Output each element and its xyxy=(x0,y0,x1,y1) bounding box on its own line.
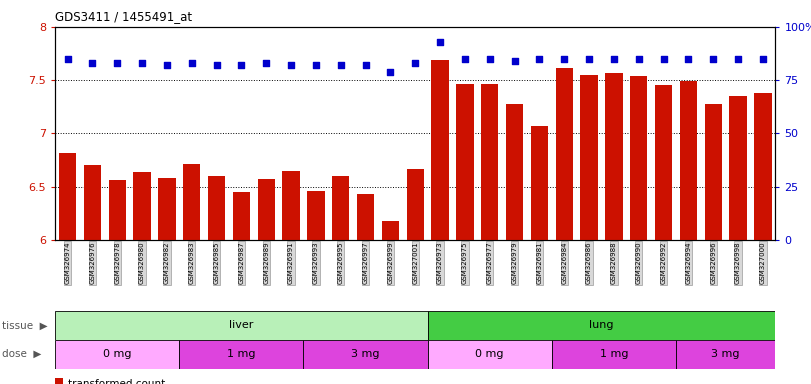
Point xyxy=(260,60,272,66)
Point xyxy=(582,56,595,62)
Bar xyxy=(551,340,676,369)
Bar xyxy=(427,311,775,340)
Point xyxy=(682,56,695,62)
Point xyxy=(359,62,372,68)
Point xyxy=(657,56,670,62)
Bar xyxy=(605,73,623,384)
Bar xyxy=(556,68,573,384)
Bar xyxy=(630,76,647,384)
Point xyxy=(607,56,620,62)
Bar xyxy=(303,340,427,369)
Text: tissue  ▶: tissue ▶ xyxy=(2,320,47,331)
Text: transformed count: transformed count xyxy=(68,379,165,384)
Bar xyxy=(133,172,151,384)
Point xyxy=(310,62,323,68)
Point xyxy=(409,60,422,66)
Bar xyxy=(676,340,775,369)
Bar xyxy=(55,378,63,384)
Text: 1 mg: 1 mg xyxy=(227,349,255,359)
Text: lung: lung xyxy=(590,320,614,331)
Point xyxy=(185,60,198,66)
Bar xyxy=(179,340,303,369)
Bar xyxy=(84,166,101,384)
Text: GDS3411 / 1455491_at: GDS3411 / 1455491_at xyxy=(55,10,192,23)
Point xyxy=(334,62,347,68)
Bar xyxy=(357,194,374,384)
Bar xyxy=(530,126,548,384)
Bar xyxy=(282,171,300,384)
Point xyxy=(235,62,248,68)
Text: dose  ▶: dose ▶ xyxy=(2,349,41,359)
Point xyxy=(384,69,397,75)
Point xyxy=(86,60,99,66)
Point xyxy=(111,60,124,66)
Bar xyxy=(109,180,126,384)
Point xyxy=(458,56,471,62)
Bar xyxy=(581,75,598,384)
Bar xyxy=(55,340,179,369)
Point xyxy=(558,56,571,62)
Bar xyxy=(332,176,350,384)
Bar xyxy=(427,340,551,369)
Point xyxy=(285,62,298,68)
Bar xyxy=(680,81,697,384)
Bar xyxy=(382,221,399,384)
Point xyxy=(210,62,223,68)
Bar xyxy=(233,192,250,384)
Bar xyxy=(55,311,427,340)
Text: 1 mg: 1 mg xyxy=(599,349,629,359)
Bar xyxy=(506,104,523,384)
Text: 0 mg: 0 mg xyxy=(475,349,504,359)
Bar xyxy=(183,164,200,384)
Point xyxy=(757,56,770,62)
Point xyxy=(706,56,719,62)
Point xyxy=(61,56,74,62)
Bar xyxy=(457,84,474,384)
Point xyxy=(533,56,546,62)
Bar xyxy=(431,60,448,384)
Bar xyxy=(307,191,324,384)
Bar xyxy=(158,178,176,384)
Point xyxy=(135,60,148,66)
Bar xyxy=(654,86,672,384)
Text: 3 mg: 3 mg xyxy=(351,349,380,359)
Point xyxy=(161,62,174,68)
Bar xyxy=(754,93,771,384)
Bar xyxy=(406,169,424,384)
Point xyxy=(434,39,447,45)
Text: 3 mg: 3 mg xyxy=(711,349,740,359)
Bar xyxy=(481,84,499,384)
Point xyxy=(633,56,646,62)
Text: liver: liver xyxy=(230,320,254,331)
Bar xyxy=(729,96,747,384)
Bar xyxy=(208,176,225,384)
Bar xyxy=(59,152,76,384)
Text: 0 mg: 0 mg xyxy=(103,349,131,359)
Bar xyxy=(258,179,275,384)
Point xyxy=(508,58,521,64)
Bar xyxy=(705,104,722,384)
Point xyxy=(732,56,744,62)
Point xyxy=(483,56,496,62)
